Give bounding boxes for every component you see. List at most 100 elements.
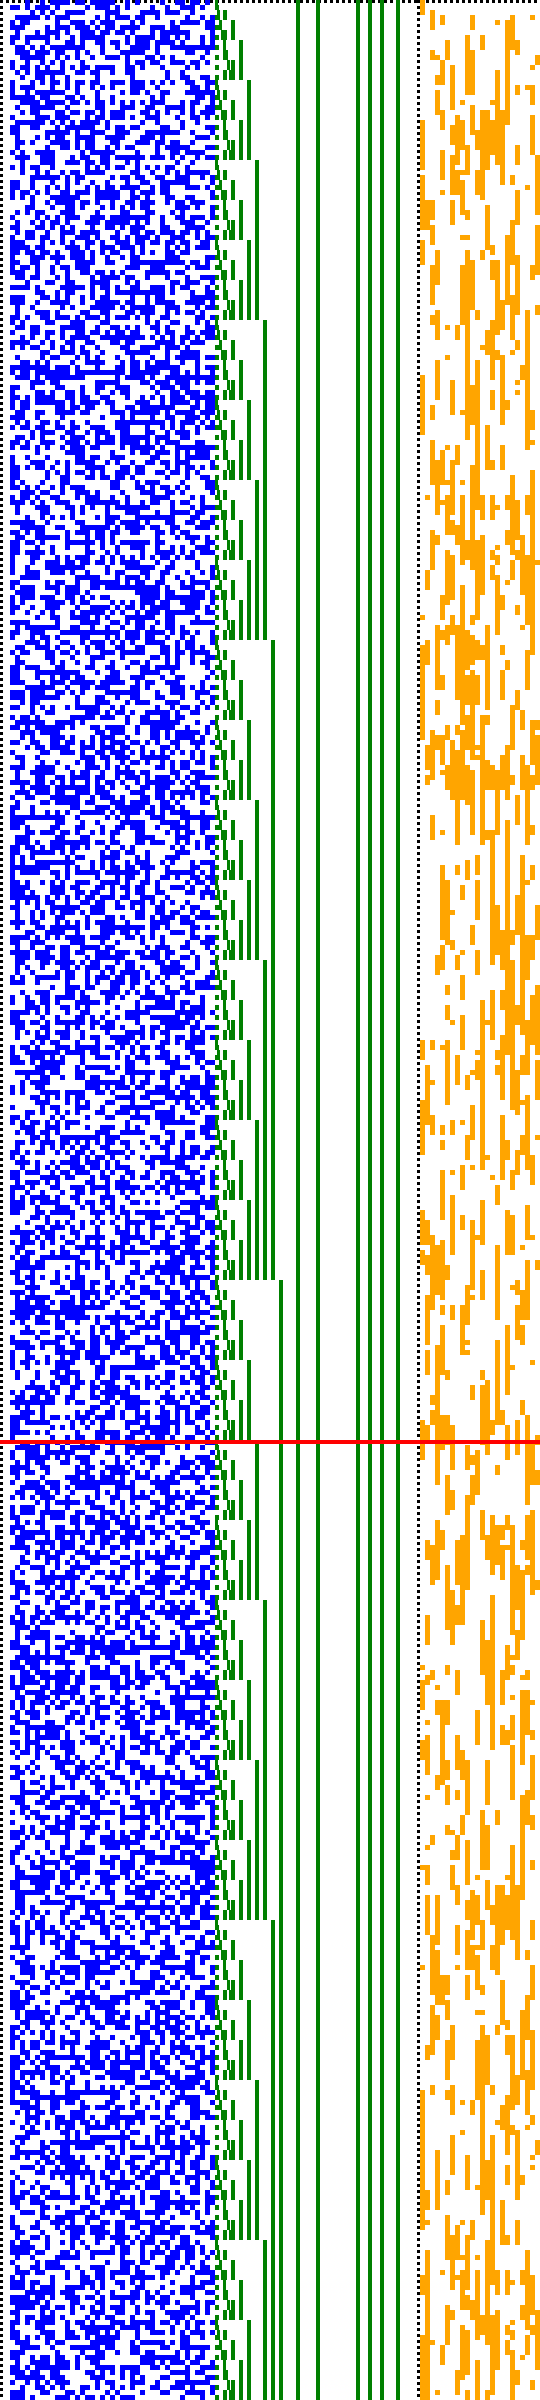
frame-dot-right — [417, 378, 420, 381]
frame-dot-left — [0, 1638, 3, 1641]
frame-dot-left — [0, 594, 3, 597]
frame-dot-right — [417, 486, 420, 489]
frame-dot-left — [0, 0, 3, 3]
frame-dot-right — [417, 2220, 420, 2223]
counter-bar — [396, 0, 400, 2400]
frame-dot-right — [417, 2118, 420, 2121]
frame-dot-left — [0, 210, 3, 213]
frame-dot-left — [0, 864, 3, 867]
frame-dot-right — [417, 1914, 420, 1917]
frame-dot-right — [417, 1446, 420, 1449]
frame-dot-left — [0, 786, 3, 789]
frame-dot-left — [0, 1572, 3, 1575]
frame-dot-top — [120, 0, 123, 3]
frame-dot-left — [0, 858, 3, 861]
frame-dot-right — [417, 2370, 420, 2373]
frame-dot-right — [417, 2292, 420, 2295]
frame-dot-right — [417, 1272, 420, 1275]
frame-dot-right — [417, 2172, 420, 2175]
frame-dot-right — [417, 2352, 420, 2355]
frame-dot-right — [417, 726, 420, 729]
frame-dot-left — [0, 2238, 3, 2241]
frame-dot-right — [417, 456, 420, 459]
frame-dot-right — [417, 594, 420, 597]
frame-dot-left — [0, 924, 3, 927]
frame-dot-left — [0, 1650, 3, 1653]
blue-noise-cells — [10, 0, 215, 2400]
frame-dot-right — [417, 156, 420, 159]
frame-dot-right — [417, 348, 420, 351]
frame-dot-right — [417, 1398, 420, 1401]
frame-dot-left — [0, 696, 3, 699]
frame-dot-right — [417, 1656, 420, 1659]
frame-dot-left — [0, 966, 3, 969]
frame-dot-left — [0, 186, 3, 189]
frame-dot-left — [0, 780, 3, 783]
frame-dot-right — [417, 516, 420, 519]
frame-dot-right — [417, 768, 420, 771]
frame-dot-left — [0, 588, 3, 591]
frame-dot-right — [417, 462, 420, 465]
frame-dot-right — [417, 1032, 420, 1035]
frame-dot-left — [0, 792, 3, 795]
frame-dot-left — [0, 48, 3, 51]
frame-dot-right — [417, 996, 420, 999]
frame-dot-left — [0, 1848, 3, 1851]
frame-dot-left — [0, 1890, 3, 1893]
frame-dot-right — [417, 2184, 420, 2187]
frame-dot-right — [417, 2244, 420, 2247]
frame-dot-left — [0, 138, 3, 141]
frame-dot-right — [417, 588, 420, 591]
frame-dot-left — [0, 546, 3, 549]
frame-dot-left — [0, 150, 3, 153]
frame-dot-right — [417, 330, 420, 333]
frame-dot-top — [450, 0, 453, 3]
frame-dot-left — [0, 1104, 3, 1107]
frame-dot-right — [417, 1266, 420, 1269]
frame-dot-left — [0, 318, 3, 321]
frame-dot-right — [417, 1902, 420, 1905]
frame-dot-right — [417, 1680, 420, 1683]
frame-dot-left — [0, 2214, 3, 2217]
frame-dot-left — [0, 2010, 3, 2013]
frame-dot-left — [0, 2364, 3, 2367]
frame-dot-right — [417, 1014, 420, 1017]
frame-dot-left — [0, 1500, 3, 1503]
frame-dot-left — [0, 654, 3, 657]
frame-dot-right — [417, 2064, 420, 2067]
frame-dot-left — [0, 774, 3, 777]
frame-dot-top — [444, 0, 447, 3]
frame-dot-left — [0, 846, 3, 849]
counter-bar — [368, 0, 372, 2400]
frame-dot-left — [0, 2268, 3, 2271]
frame-dot-right — [417, 858, 420, 861]
frame-dot-left — [0, 1704, 3, 1707]
frame-dot-right — [417, 216, 420, 219]
frame-dot-right — [417, 1578, 420, 1581]
frame-dot-right — [417, 822, 420, 825]
frame-dot-left — [0, 990, 3, 993]
frame-dot-right — [417, 252, 420, 255]
frame-dot-right — [417, 1878, 420, 1881]
frame-dot-left — [0, 2040, 3, 2043]
frame-dot-top — [438, 0, 441, 3]
frame-dot-left — [0, 474, 3, 477]
frame-dot-right — [417, 1968, 420, 1971]
frame-dot-right — [417, 246, 420, 249]
frame-dot-right — [417, 402, 420, 405]
frame-dot-right — [417, 1836, 420, 1839]
frame-dot-left — [0, 1452, 3, 1455]
frame-dot-right — [417, 192, 420, 195]
frame-dot-right — [417, 0, 420, 3]
frame-dot-left — [0, 1194, 3, 1197]
frame-dot-left — [0, 672, 3, 675]
frame-dot-right — [417, 1026, 420, 1029]
frame-dot-right — [417, 1332, 420, 1335]
frame-dot-left — [0, 2226, 3, 2229]
frame-dot-right — [417, 60, 420, 63]
frame-dot-right — [417, 1554, 420, 1557]
frame-dot-right — [417, 942, 420, 945]
frame-dot-left — [0, 2292, 3, 2295]
frame-dot-left — [0, 1014, 3, 1017]
frame-dot-right — [417, 870, 420, 873]
